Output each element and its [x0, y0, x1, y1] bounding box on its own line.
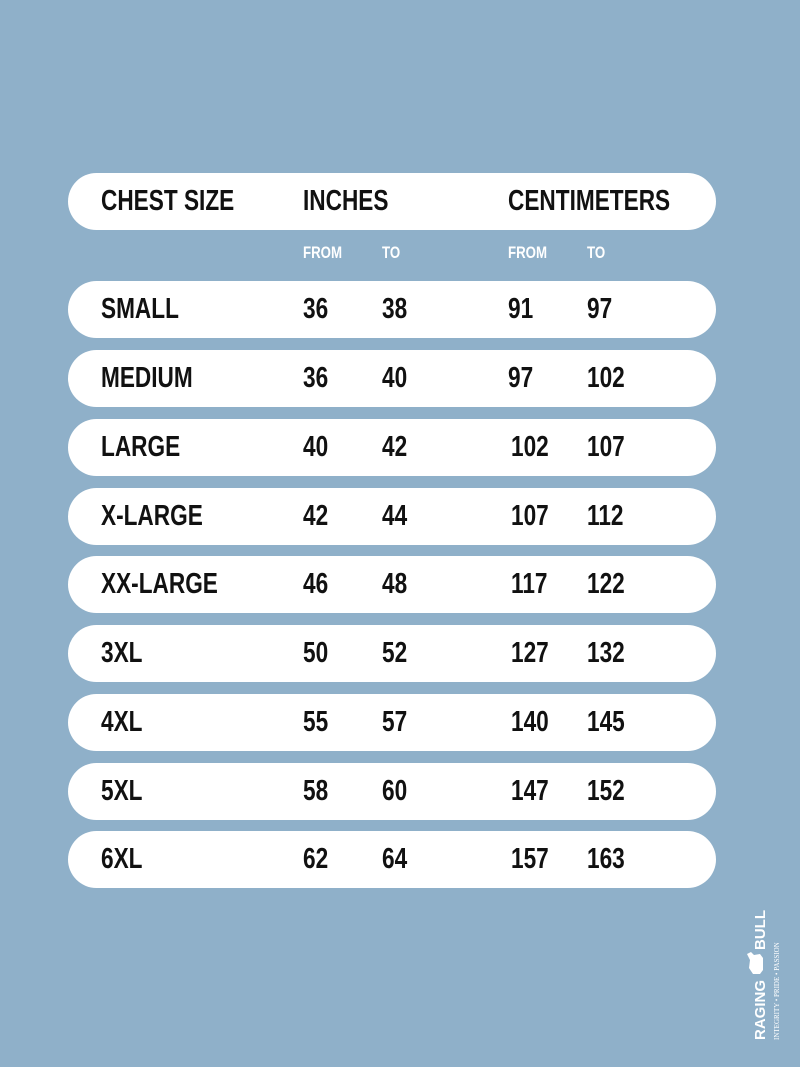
- row-inches-from: 46: [303, 568, 329, 600]
- row-inches-from: 36: [303, 362, 329, 394]
- table-row: MEDIUM 36 40 97 102: [68, 350, 716, 407]
- row-inches-from: 50: [303, 637, 329, 669]
- row-cm-from: 157: [511, 843, 549, 875]
- brand-name-right: BULL: [752, 910, 769, 950]
- row-inches-from: 36: [303, 293, 329, 325]
- brand-name-left: RAGING: [752, 980, 769, 1040]
- row-inches-from: 40: [303, 431, 329, 463]
- row-inches-to: 52: [382, 637, 408, 669]
- row-size: MEDIUM: [101, 362, 193, 394]
- row-size: 4XL: [101, 706, 143, 738]
- subheader-inches-from: FROM: [303, 243, 343, 262]
- row-cm-from: 107: [511, 500, 549, 532]
- subheader-inches-to: TO: [382, 243, 401, 262]
- row-inches-from: 42: [303, 500, 329, 532]
- header-centimeters: CENTIMETERS: [508, 185, 671, 217]
- row-inches-to: 48: [382, 568, 408, 600]
- table-row: 5XL 58 60 147 152: [68, 763, 716, 820]
- row-cm-to: 152: [587, 775, 625, 807]
- row-cm-from: 97: [508, 362, 534, 394]
- header-inches: INCHES: [303, 185, 389, 217]
- row-cm-to: 132: [587, 637, 625, 669]
- subheader-cm-from: FROM: [508, 243, 548, 262]
- subheader-cm-to: TO: [587, 243, 606, 262]
- row-inches-to: 64: [382, 843, 408, 875]
- table-row: 3XL 50 52 127 132: [68, 625, 716, 682]
- row-inches-to: 44: [382, 500, 408, 532]
- row-inches-from: 58: [303, 775, 329, 807]
- row-cm-to: 112: [587, 500, 624, 532]
- row-inches-from: 55: [303, 706, 329, 738]
- row-cm-from: 91: [508, 293, 534, 325]
- table-row: SMALL 36 38 91 97: [68, 281, 716, 338]
- row-cm-to: 107: [587, 431, 625, 463]
- row-cm-to: 102: [587, 362, 625, 394]
- row-size: 5XL: [101, 775, 143, 807]
- row-inches-from: 62: [303, 843, 329, 875]
- table-header: CHEST SIZE INCHES CENTIMETERS: [68, 173, 716, 230]
- bull-icon: [747, 952, 763, 974]
- row-inches-to: 38: [382, 293, 408, 325]
- table-row: 4XL 55 57 140 145: [68, 694, 716, 751]
- row-cm-to: 97: [587, 293, 613, 325]
- table-row: X-LARGE 42 44 107 112: [68, 488, 716, 545]
- row-size: X-LARGE: [101, 500, 203, 532]
- row-cm-to: 163: [587, 843, 625, 875]
- row-size: XX-LARGE: [101, 568, 218, 600]
- table-row: XX-LARGE 46 48 117 122: [68, 556, 716, 613]
- row-size: 3XL: [101, 637, 143, 669]
- row-inches-to: 60: [382, 775, 408, 807]
- row-size: LARGE: [101, 431, 181, 463]
- brand-tagline: INTEGRITY • PRIDE • PASSION: [773, 942, 781, 1040]
- row-inches-to: 57: [382, 706, 408, 738]
- table-row: LARGE 40 42 102 107: [68, 419, 716, 476]
- row-size: SMALL: [101, 293, 179, 325]
- row-cm-from: 102: [511, 431, 549, 463]
- row-cm-from: 140: [511, 706, 549, 738]
- header-chest-size: CHEST SIZE: [101, 185, 235, 217]
- row-cm-from: 117: [511, 568, 548, 600]
- brand-logo: RAGING BULL INTEGRITY • PRIDE • PASSION: [747, 910, 781, 1040]
- row-cm-to: 122: [587, 568, 625, 600]
- row-inches-to: 42: [382, 431, 408, 463]
- row-cm-from: 147: [511, 775, 549, 807]
- table-row: 6XL 62 64 157 163: [68, 831, 716, 888]
- row-cm-to: 145: [587, 706, 625, 738]
- row-inches-to: 40: [382, 362, 408, 394]
- row-cm-from: 127: [511, 637, 549, 669]
- row-size: 6XL: [101, 843, 143, 875]
